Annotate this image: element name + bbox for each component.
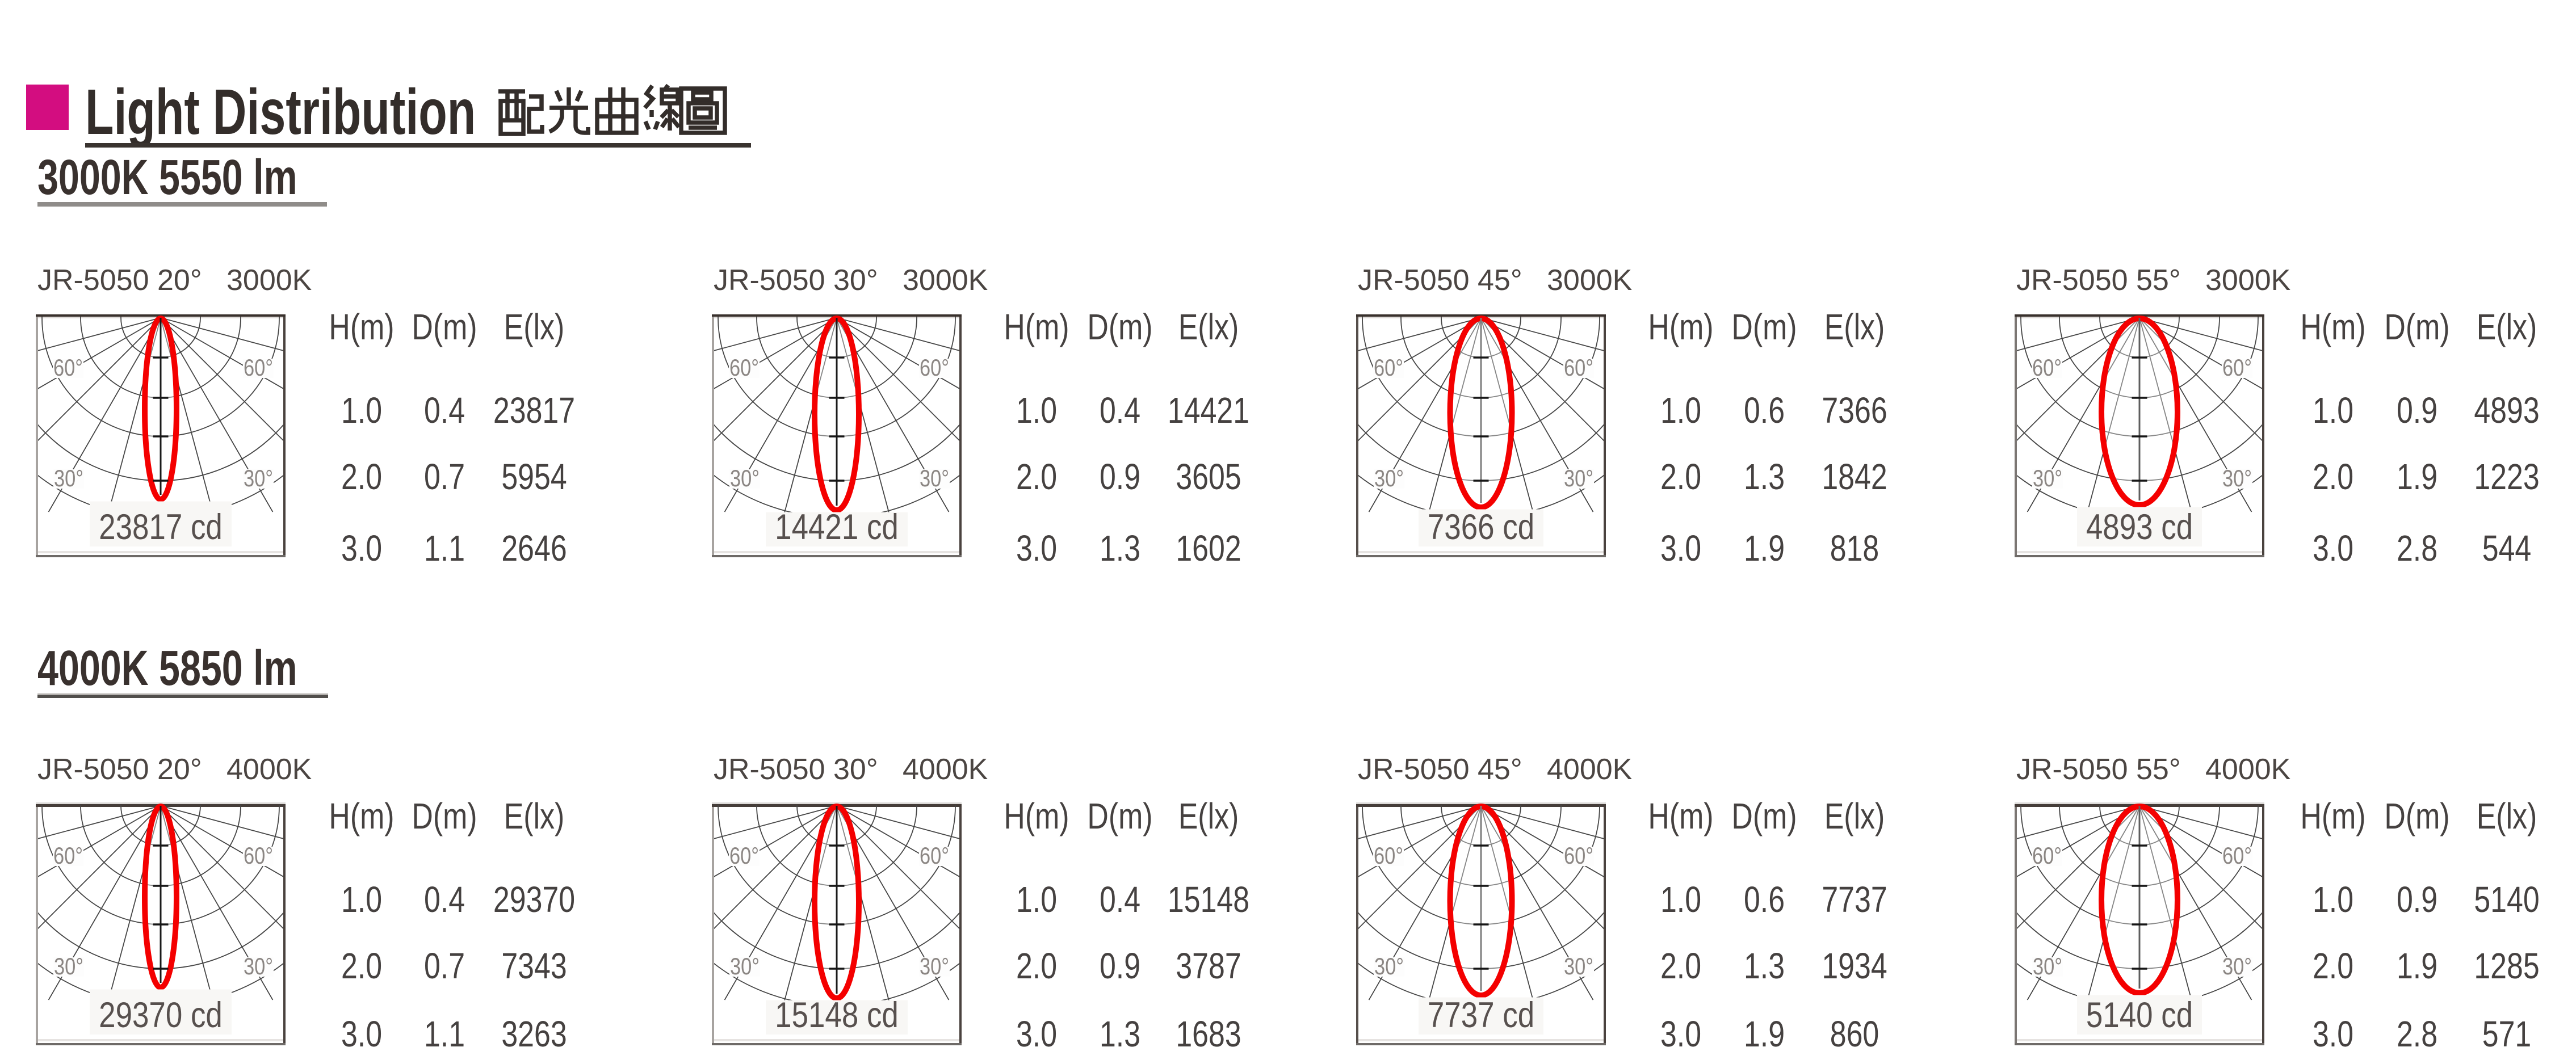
svg-text:60°: 60° bbox=[2222, 843, 2252, 869]
svg-text:30°: 30° bbox=[920, 465, 949, 492]
svg-text:60°: 60° bbox=[1564, 355, 1593, 381]
svg-text:7737 cd: 7737 cd bbox=[1428, 995, 1534, 1035]
svg-text:30°: 30° bbox=[730, 465, 760, 492]
svg-text:30°: 30° bbox=[244, 465, 273, 492]
svg-text:30°: 30° bbox=[920, 953, 949, 980]
svg-text:23817 cd: 23817 cd bbox=[99, 507, 223, 547]
svg-text:60°: 60° bbox=[1374, 355, 1403, 381]
svg-text:60°: 60° bbox=[2222, 355, 2252, 381]
svg-text:30°: 30° bbox=[2222, 465, 2252, 492]
svg-text:60°: 60° bbox=[729, 355, 759, 381]
svg-text:60°: 60° bbox=[729, 843, 759, 869]
svg-text:60°: 60° bbox=[1564, 843, 1593, 869]
svg-text:30°: 30° bbox=[2033, 953, 2062, 980]
svg-text:60°: 60° bbox=[920, 843, 949, 869]
svg-text:29370 cd: 29370 cd bbox=[99, 995, 223, 1035]
svg-text:60°: 60° bbox=[2032, 843, 2062, 869]
svg-text:4893 cd: 4893 cd bbox=[2086, 507, 2193, 547]
svg-text:60°: 60° bbox=[1374, 843, 1403, 869]
svg-text:60°: 60° bbox=[920, 355, 949, 381]
svg-text:30°: 30° bbox=[1374, 465, 1404, 492]
svg-text:15148 cd: 15148 cd bbox=[775, 995, 899, 1035]
svg-text:7366 cd: 7366 cd bbox=[1428, 507, 1534, 547]
svg-text:30°: 30° bbox=[1374, 953, 1404, 980]
svg-text:30°: 30° bbox=[54, 465, 83, 492]
svg-text:60°: 60° bbox=[244, 355, 273, 381]
svg-text:30°: 30° bbox=[54, 953, 83, 980]
svg-text:60°: 60° bbox=[53, 843, 83, 869]
svg-text:30°: 30° bbox=[2222, 953, 2252, 980]
svg-text:30°: 30° bbox=[2033, 465, 2062, 492]
svg-text:60°: 60° bbox=[244, 843, 273, 869]
svg-text:14421 cd: 14421 cd bbox=[775, 507, 899, 547]
svg-text:60°: 60° bbox=[2032, 355, 2062, 381]
svg-text:30°: 30° bbox=[244, 953, 273, 980]
svg-text:30°: 30° bbox=[1564, 953, 1593, 980]
svg-text:30°: 30° bbox=[1564, 465, 1593, 492]
svg-text:30°: 30° bbox=[730, 953, 760, 980]
svg-text:60°: 60° bbox=[53, 355, 83, 381]
svg-text:5140 cd: 5140 cd bbox=[2086, 995, 2193, 1035]
